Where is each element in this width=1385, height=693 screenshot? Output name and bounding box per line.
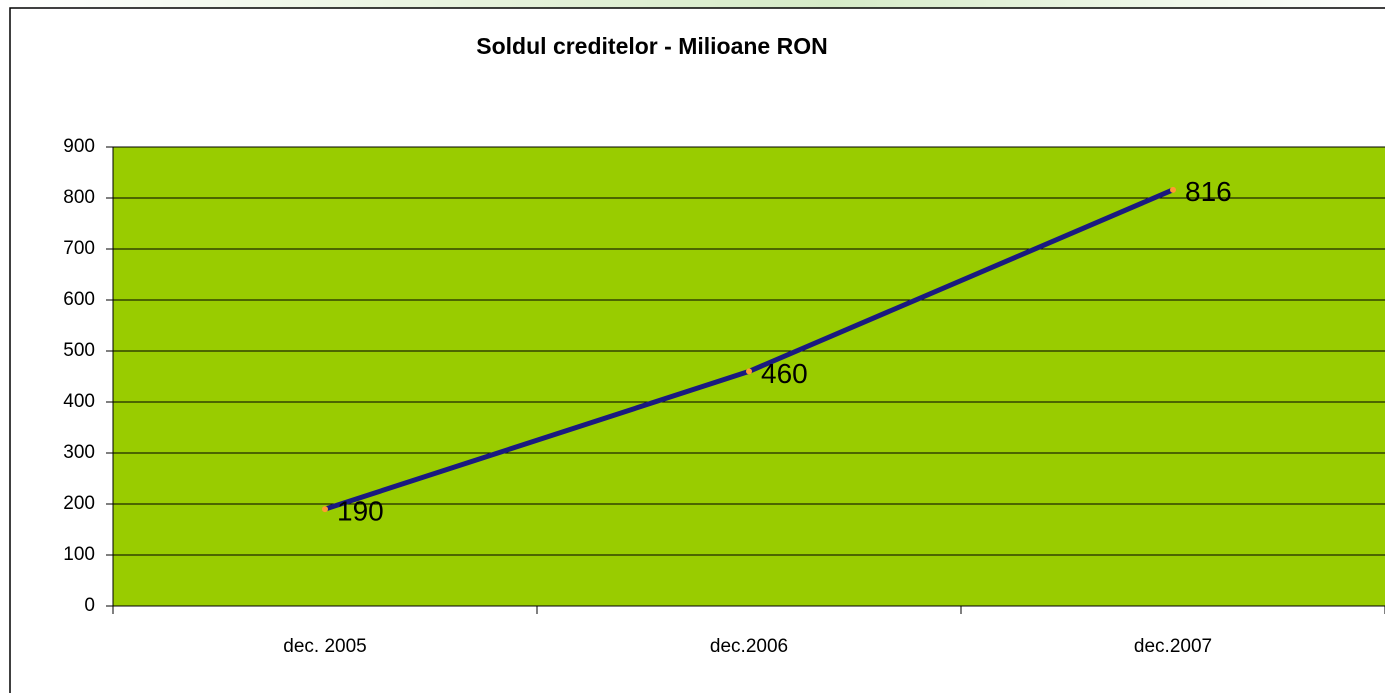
data-label: 460	[761, 358, 808, 389]
y-tick-label: 400	[63, 391, 95, 412]
data-point	[322, 506, 328, 513]
data-label: 816	[1185, 176, 1232, 207]
y-tick-label: 0	[84, 595, 95, 616]
chart-title: Soldul creditelor - Milioane RON	[476, 33, 827, 59]
y-tick-label: 900	[63, 136, 95, 157]
data-label: 190	[337, 495, 384, 526]
x-tick-label: dec.2006	[710, 636, 788, 657]
y-tick-label: 200	[63, 493, 95, 514]
y-tick-label: 600	[63, 289, 95, 310]
page-glow	[0, 0, 1385, 8]
y-tick-label: 300	[63, 442, 95, 463]
x-tick-label: dec.2007	[1134, 636, 1212, 657]
data-point	[746, 368, 752, 375]
y-tick-label: 500	[63, 340, 95, 361]
y-tick-label: 700	[63, 238, 95, 259]
y-tick-label: 800	[63, 187, 95, 208]
data-point	[1170, 186, 1176, 193]
plot-area	[113, 147, 1385, 606]
y-tick-label: 100	[63, 544, 95, 565]
x-tick-label: dec. 2005	[283, 636, 366, 657]
